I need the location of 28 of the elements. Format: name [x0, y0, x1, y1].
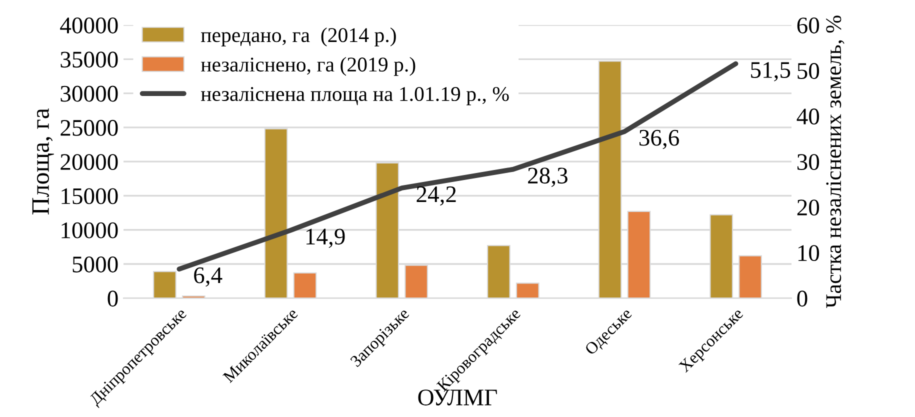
y2-tick-label: 20 — [797, 200, 820, 216]
y-tick-label: 10000 — [62, 222, 118, 238]
y2-tick-label: 40 — [796, 108, 820, 124]
data-label: 28,3 — [528, 168, 568, 187]
y-axis-title: Площа, га — [32, 108, 54, 214]
y-tick-label: 35000 — [60, 52, 118, 68]
y2-tick-label: 30 — [797, 154, 820, 170]
y-tick-label: 5000 — [72, 256, 118, 272]
data-label: 24,2 — [416, 186, 456, 206]
y-tick-label: 20000 — [60, 154, 118, 170]
data-label: 36,6 — [640, 130, 679, 150]
y-tick-label: 30000 — [60, 86, 118, 102]
legend-label: передано, га (2014 р.) — [200, 28, 396, 46]
legend-label: незаліснено, га (2019 р.) — [200, 56, 416, 76]
y-tick-label: 15000 — [62, 188, 118, 204]
y-tick-label: 25000 — [60, 120, 118, 136]
legend-label: незаліснена площа на 1.01.19 р., % — [200, 86, 509, 106]
y2-tick-label: 60 — [797, 18, 820, 34]
y-tick-label: 0 — [108, 290, 118, 307]
y2-tick-label: 50 — [798, 63, 820, 79]
y2-tick-label: 0 — [797, 290, 808, 307]
y-tick-label: 40000 — [60, 18, 118, 34]
y2-axis-title: Частка незаліснених земель, % — [826, 16, 844, 308]
data-label: 51,5 — [751, 62, 790, 82]
data-label: 6,4 — [194, 267, 222, 287]
data-label: 14,9 — [306, 228, 345, 248]
x-axis-title: ОУЛМГ — [418, 390, 497, 406]
y2-tick-label: 10 — [798, 245, 820, 262]
